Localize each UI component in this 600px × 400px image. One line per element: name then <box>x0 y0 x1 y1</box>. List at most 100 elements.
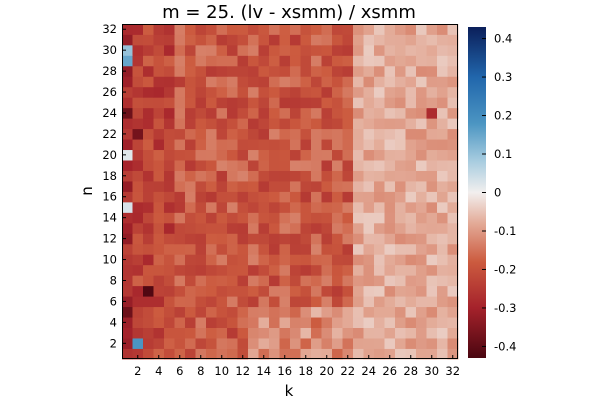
heatmap-cell <box>206 191 217 203</box>
heatmap-cell <box>185 181 196 192</box>
heatmap-cell <box>122 306 133 318</box>
y-tick-label: 2 <box>110 336 117 350</box>
heatmap-cell <box>447 212 459 224</box>
heatmap-cell <box>416 128 427 140</box>
heatmap-cell <box>363 181 375 192</box>
heatmap-cell <box>269 212 280 224</box>
heatmap-cell <box>153 170 165 182</box>
heatmap-cell <box>174 296 186 308</box>
heatmap-cell <box>216 97 228 109</box>
heatmap-cell <box>437 139 448 151</box>
heatmap-cell <box>269 222 280 234</box>
heatmap-cell <box>206 128 217 140</box>
heatmap-cell <box>122 275 133 287</box>
heatmap-cell <box>290 65 301 77</box>
heatmap-cell <box>321 338 333 349</box>
heatmap-cell <box>311 55 322 67</box>
heatmap-cell <box>416 97 427 109</box>
heatmap-cell <box>374 338 385 349</box>
heatmap-cell <box>227 327 238 339</box>
heatmap-cell <box>206 160 217 171</box>
heatmap-cell <box>143 275 154 287</box>
heatmap-cell <box>248 55 259 67</box>
heatmap-cell <box>195 201 207 213</box>
heatmap-cell <box>384 233 396 245</box>
heatmap-cell <box>195 233 207 245</box>
heatmap-cell <box>405 24 417 35</box>
heatmap-cell <box>290 222 301 234</box>
heatmap-cell <box>258 201 270 213</box>
heatmap-cell <box>321 149 333 161</box>
heatmap-cell <box>227 128 238 140</box>
heatmap-cell <box>384 55 396 67</box>
heatmap-cell <box>227 76 238 88</box>
heatmap-cell <box>174 118 186 130</box>
plot-frame <box>122 24 458 359</box>
heatmap-cell <box>426 118 438 130</box>
heatmap-cell <box>174 24 186 35</box>
heatmap-cell <box>321 34 333 46</box>
heatmap-cell <box>269 254 280 266</box>
heatmap-cell <box>195 139 207 151</box>
heatmap-cell <box>164 55 175 67</box>
heatmap-cell <box>426 264 438 276</box>
heatmap-cell <box>164 86 175 98</box>
colorbar <box>468 27 486 358</box>
heatmap-cell <box>395 296 406 308</box>
heatmap-cell <box>395 170 406 182</box>
heatmap-cell <box>300 181 312 192</box>
heatmap-cell <box>122 181 133 192</box>
heatmap-cell <box>153 118 165 130</box>
heatmap-cell <box>374 65 385 77</box>
heatmap-cell <box>437 254 448 266</box>
y-tick-label: 8 <box>110 273 117 287</box>
heatmap-cell <box>437 327 448 339</box>
heatmap-cell <box>353 34 364 46</box>
heatmap-cell <box>248 97 259 109</box>
heatmap-cell <box>132 201 144 213</box>
heatmap-cell <box>195 86 207 98</box>
heatmap-cell <box>143 285 154 297</box>
heatmap-cell <box>227 317 238 328</box>
heatmap-cell <box>384 348 396 360</box>
heatmap-cell <box>426 97 438 109</box>
heatmap-cell <box>237 243 249 255</box>
heatmap-cell <box>143 222 154 234</box>
colorbar-tick-label: 0.1 <box>494 147 512 161</box>
heatmap-cell <box>122 160 133 171</box>
heatmap-cell <box>195 212 207 224</box>
heatmap-cell <box>290 201 301 213</box>
heatmap-cell <box>353 181 364 192</box>
heatmap-cell <box>227 338 238 349</box>
heatmap-cell <box>426 317 438 328</box>
heatmap-cell <box>164 275 175 287</box>
heatmap-cell <box>332 170 343 182</box>
heatmap-cell <box>248 86 259 98</box>
heatmap-cell <box>290 212 301 224</box>
heatmap-cell <box>195 222 207 234</box>
heatmap-cell <box>342 65 354 77</box>
heatmap-cell <box>342 118 354 130</box>
heatmap-cell <box>279 243 291 255</box>
heatmap-cell <box>300 296 312 308</box>
heatmap-cell <box>195 338 207 349</box>
heatmap-cell <box>258 212 270 224</box>
heatmap-cell <box>195 160 207 171</box>
heatmap-cell <box>195 254 207 266</box>
heatmap-cell <box>321 275 333 287</box>
heatmap-cell <box>342 222 354 234</box>
heatmap-cell <box>342 181 354 192</box>
heatmap-cell <box>195 285 207 297</box>
heatmap-cell <box>174 107 186 119</box>
y-tick-label: 12 <box>102 232 117 246</box>
heatmap-cell <box>426 233 438 245</box>
heatmap-cell <box>426 306 438 318</box>
heatmap-cell <box>248 118 259 130</box>
heatmap-cell <box>426 170 438 182</box>
heatmap-cell <box>185 348 196 360</box>
heatmap-cell <box>279 128 291 140</box>
heatmap-cell <box>269 160 280 171</box>
heatmap-cell <box>353 191 364 203</box>
heatmap-cell <box>374 118 385 130</box>
heatmap-cell <box>321 191 333 203</box>
